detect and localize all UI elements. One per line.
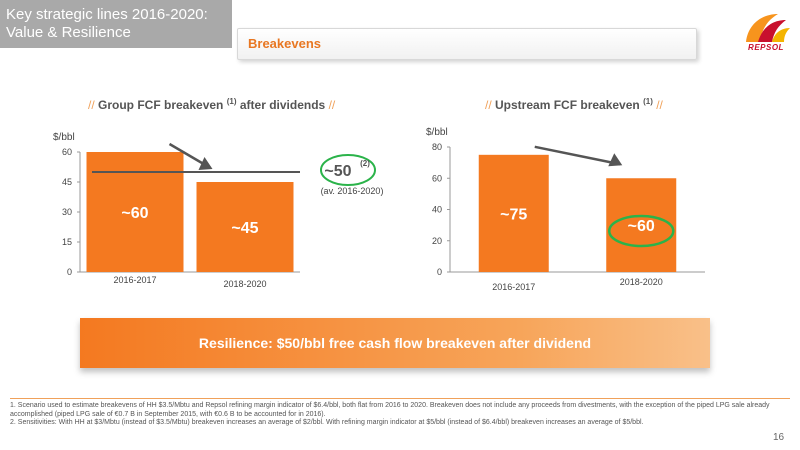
y-axis-unit: $/bbl — [53, 132, 75, 143]
chart-title-left: // Group FCF breakeven (1) after dividen… — [88, 97, 336, 112]
slide-title: Key strategic lines 2016-2020: Value & R… — [0, 0, 232, 48]
y-tick-label: 15 — [62, 237, 72, 247]
y-tick-label: 20 — [432, 236, 442, 246]
bar-2018-2020 — [196, 182, 294, 272]
resilience-text: Resilience: $50/bbl free cash flow break… — [198, 335, 592, 351]
repsol-logo-icon — [746, 14, 790, 42]
arrow-head-icon — [608, 153, 623, 167]
chart-title-right: // Upstream FCF breakeven (1) // — [485, 97, 663, 112]
y-tick-label: 40 — [432, 205, 442, 215]
logo-text: REPSOL — [748, 43, 784, 52]
bar-data-label: ~45 — [231, 220, 258, 237]
bar-data-label: ~60 — [628, 218, 655, 235]
bar-data-label: ~75 — [500, 206, 527, 223]
slide-title-line2: Value & Resilience — [6, 24, 131, 41]
y-axis-unit: $/bbl — [426, 127, 448, 138]
x-tick-label: 2016-2017 — [113, 275, 156, 285]
y-tick-label: 30 — [62, 207, 72, 217]
y-tick-label: 60 — [62, 147, 72, 157]
y-tick-label: 80 — [432, 142, 442, 152]
section-banner: Breakevens — [237, 28, 697, 60]
footnotes: 1. Scenario used to estimate breakevens … — [10, 402, 770, 428]
slide-title-line1: Key strategic lines 2016-2020: — [6, 6, 208, 23]
arrow-head-icon — [198, 157, 213, 170]
page-number: 16 — [773, 432, 785, 443]
reference-note: (av. 2016-2020) — [321, 186, 384, 196]
footnote-divider — [10, 398, 790, 399]
y-tick-label: 45 — [62, 177, 72, 187]
bar-2016-2017 — [478, 154, 549, 272]
y-tick-label: 0 — [67, 267, 72, 277]
x-tick-label: 2018-2020 — [620, 277, 663, 287]
reference-value-label: ~50 — [324, 163, 351, 180]
x-tick-label: 2018-2020 — [223, 279, 266, 289]
resilience-banner: Resilience: $50/bbl free cash flow break… — [80, 318, 710, 368]
highlight-circle-icon — [608, 214, 675, 248]
section-title: Breakevens — [248, 36, 321, 51]
bar-2018-2020 — [606, 178, 677, 272]
group-fcf-chart: $/bbl 0 15 30 45 60 ~60 2016-2017 ~45 2018-2020 ~5… — [53, 132, 384, 289]
x-tick-label: 2016-2017 — [492, 282, 535, 292]
trend-arrow-icon — [534, 145, 621, 166]
y-tick-label: 0 — [437, 267, 442, 277]
footnote-2: 2. Sensitivities: With HH at $3/Mbtu (in… — [10, 419, 644, 426]
y-tick-label: 60 — [432, 173, 442, 183]
footnote-1: 1. Scenario used to estimate breakevens … — [10, 402, 770, 418]
highlight-circle-icon — [320, 154, 376, 186]
reference-value-sup: (2) — [360, 159, 370, 168]
upstream-fcf-chart: $/bbl 0 20 40 60 80 ~75 2016-2017 ~60 2018-2020 — [426, 127, 705, 292]
bar-data-label: ~60 — [121, 205, 148, 222]
